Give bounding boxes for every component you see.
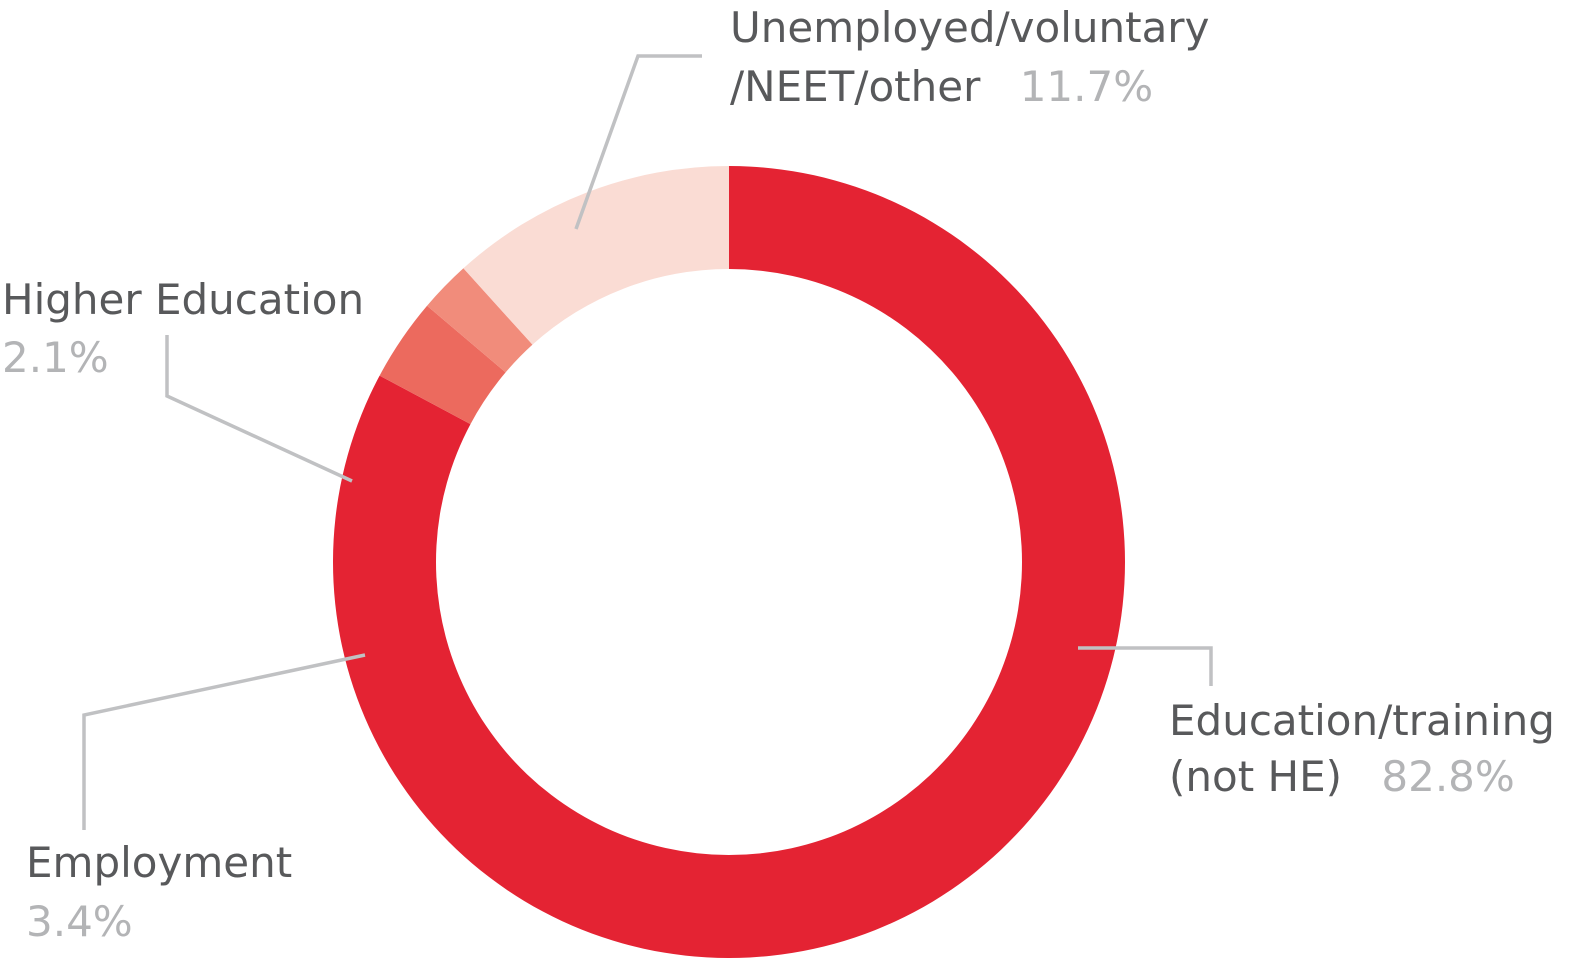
leader-line-employment [82, 653, 366, 830]
label-education-training-text: (not HE) [1169, 752, 1342, 801]
label-unemployed-text: /NEET/other [730, 62, 981, 111]
value-unemployed: 11.7% [1020, 62, 1153, 111]
leader-line-higher-education [165, 335, 353, 483]
value-employment: 3.4% [26, 897, 133, 946]
label-unemployed: Unemployed/voluntary [730, 3, 1209, 52]
slice-employment [379, 305, 506, 425]
value-higher-education: 2.1% [2, 333, 109, 382]
label-higher-education: Higher Education [2, 275, 364, 324]
label-employment: Employment [26, 838, 292, 887]
slice-unemployed-voluntary-neet-other [463, 166, 729, 345]
value-education-training: 82.8% [1381, 752, 1514, 801]
leader-line-education-training [1078, 646, 1213, 686]
donut-slices [333, 166, 1126, 959]
leader-line-unemployed [574, 54, 702, 230]
label-unemployed-line2: /NEET/other 11.7% [730, 62, 1153, 111]
label-education-training-line2: (not HE) 82.8% [1169, 752, 1515, 801]
slice-higher-education [427, 268, 533, 373]
label-education-training: Education/training [1169, 696, 1555, 745]
